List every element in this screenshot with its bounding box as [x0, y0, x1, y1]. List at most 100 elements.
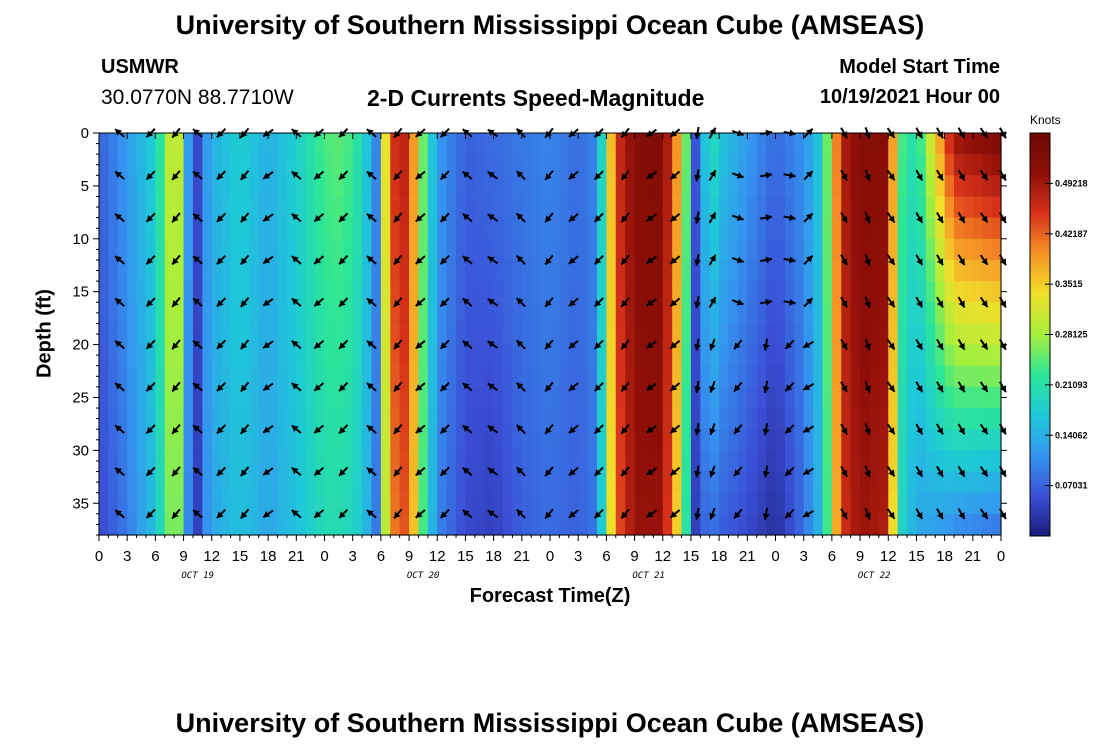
heatmap-cell — [672, 323, 683, 346]
heatmap-cell — [860, 133, 871, 155]
heatmap-cell — [531, 217, 542, 240]
current-vector — [393, 508, 403, 520]
heatmap-cell — [155, 429, 166, 451]
heatmap-cell — [888, 175, 899, 198]
heatmap-cell — [681, 281, 692, 303]
heatmap-cell — [305, 238, 316, 261]
heatmap-cell — [390, 175, 401, 198]
heatmap-cell — [145, 450, 156, 473]
heatmap-cell — [737, 471, 748, 494]
heatmap-cell — [972, 281, 983, 303]
current-vector — [783, 214, 796, 222]
vector-head — [864, 512, 871, 520]
heatmap-cell — [700, 344, 711, 367]
heatmap-cell — [888, 386, 899, 409]
current-vector — [669, 297, 681, 307]
current-vector — [262, 467, 274, 476]
heatmap-cell — [972, 175, 983, 198]
vector-head — [115, 256, 122, 263]
current-vector — [936, 169, 944, 182]
current-vector — [240, 339, 250, 350]
vector-head — [594, 215, 602, 222]
heatmap-cell — [643, 302, 654, 325]
heatmap-cell — [831, 513, 842, 536]
heatmap-cell — [700, 154, 711, 176]
heatmap-cell — [813, 344, 824, 367]
heatmap-cell — [380, 175, 391, 198]
heatmap-cell — [794, 259, 805, 282]
heatmap-cell — [756, 217, 767, 240]
vector-head — [193, 340, 200, 348]
heatmap-cell — [925, 175, 936, 198]
vector-head — [440, 299, 448, 307]
heatmap-cell — [831, 302, 842, 325]
current-vector — [936, 211, 944, 224]
heatmap-cell — [409, 302, 420, 325]
current-vector — [462, 424, 473, 434]
heatmap-cell — [286, 386, 297, 409]
heatmap-cell — [888, 217, 899, 240]
current-vector — [645, 509, 657, 519]
y-tick-label: 30 — [72, 442, 89, 459]
current-vector — [694, 465, 701, 478]
current-vector — [262, 171, 274, 180]
heatmap-cell — [813, 408, 824, 430]
heatmap-cell — [371, 302, 382, 325]
heatmap-cell — [550, 323, 560, 346]
current-vector — [669, 424, 681, 434]
heatmap-cell — [860, 281, 871, 303]
heatmap-cell — [305, 154, 316, 176]
current-vector — [171, 339, 181, 350]
heatmap-cell — [239, 175, 250, 198]
heatmap-cell — [568, 408, 579, 430]
heatmap-cell — [456, 450, 467, 473]
heatmap-cell — [183, 217, 194, 240]
vector-head — [314, 468, 322, 476]
heatmap-cell — [596, 471, 607, 494]
heatmap-cell — [343, 513, 354, 536]
heatmap-cell — [268, 365, 279, 388]
heatmap-cell — [766, 513, 777, 536]
heatmap-cell — [587, 302, 598, 325]
heatmap-cell — [202, 154, 213, 176]
vector-head — [841, 300, 848, 308]
heatmap-cell — [766, 259, 777, 282]
current-vector — [192, 213, 203, 223]
heatmap-cell — [869, 386, 880, 409]
heatmap-cell — [700, 323, 711, 346]
heatmap-cell — [286, 429, 297, 451]
heatmap-cell — [615, 429, 626, 451]
heatmap-cell — [108, 471, 119, 494]
heatmap-cell — [484, 302, 495, 325]
heatmap-cell — [587, 133, 598, 155]
current-vector — [803, 254, 814, 265]
heatmap-cell — [174, 429, 185, 451]
heatmap-cell — [390, 154, 401, 176]
current-vector — [487, 340, 499, 349]
heatmap-cell — [305, 408, 316, 430]
heatmap-cell — [540, 154, 551, 176]
vector-head — [366, 425, 374, 432]
heatmap-cell — [540, 365, 551, 388]
heatmap-cell — [709, 238, 720, 261]
heatmap-cell — [972, 344, 983, 367]
heatmap-cell — [747, 365, 758, 388]
heatmap-cell — [221, 513, 232, 536]
heatmap-cell — [268, 133, 279, 155]
current-vector — [802, 340, 815, 349]
heatmap-cell — [230, 344, 241, 367]
heatmap-cell — [578, 492, 589, 515]
vector-head — [291, 298, 299, 305]
current-vector — [216, 339, 227, 350]
heatmap-cell — [493, 217, 504, 240]
vector-head — [291, 256, 299, 263]
heatmap-cell — [258, 344, 269, 367]
heatmap-cell — [690, 302, 701, 325]
heatmap-cell — [427, 513, 438, 536]
current-vector — [171, 254, 181, 266]
current-vector — [145, 381, 156, 392]
heatmap-cell — [606, 133, 617, 155]
heatmap-cell — [493, 281, 504, 303]
heatmap-cell — [512, 196, 523, 219]
x-tick-label: 6 — [828, 548, 836, 565]
